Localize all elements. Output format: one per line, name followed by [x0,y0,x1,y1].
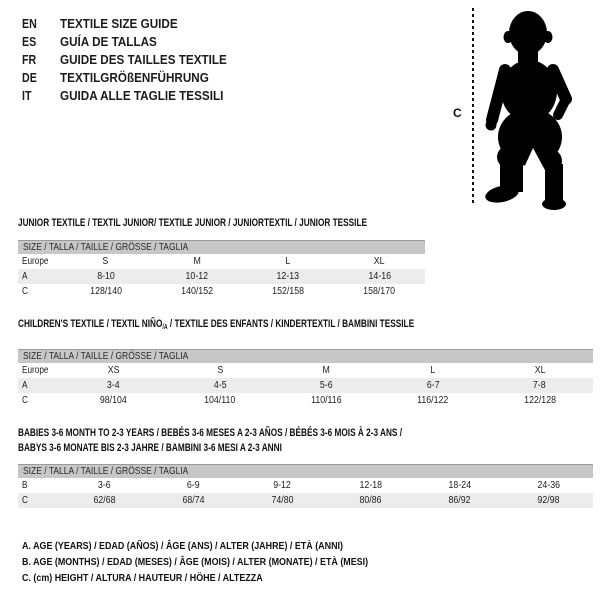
size-header-bar: SIZE / TALLA / TAILLE / GRÖSSE / TAGLIA [18,349,593,363]
table-row: A 8-10 10-12 12-13 14-16 [18,269,425,284]
cell: XL [534,365,546,376]
cell: 98/104 [99,395,127,406]
lang-row-it: IT GUIDA ALLE TAGLIE TESSILI [22,87,245,105]
cell: 152/158 [272,286,305,297]
cell: M [193,256,201,267]
table-row: A 3-4 4-5 5-6 6-7 7-8 [18,378,593,393]
row-label: A [22,380,28,391]
junior-title: JUNIOR TEXTILE / TEXTIL JUNIOR/ TEXTILE … [18,217,367,229]
height-measure-label: C [453,106,462,120]
cell: 158/170 [363,286,396,297]
lang-label: GUIDE DES TAILLES TEXTILE [60,52,227,67]
table-row: C 62/68 68/74 74/80 80/86 86/92 92/98 [18,493,593,508]
cell: XS [107,365,120,376]
cell: 12-13 [276,271,300,282]
footnotes: A. AGE (YEARS) / EDAD (AÑOS) / ÂGE (ANS)… [22,538,429,586]
cell: L [285,256,291,267]
cell: 24-36 [537,480,560,491]
cell: L [430,365,436,376]
lang-label: TEXTILGRÖßENFÜHRUNG [60,70,209,85]
lang-row-de: DE TEXTILGRÖßENFÜHRUNG [22,69,245,87]
cell: 6-7 [426,380,440,391]
row-label: C [22,395,28,406]
cell: 80/86 [359,495,382,506]
table-row: Europe XS S M L XL [18,363,593,378]
junior-table: Europe S M L XL A 8-10 10-12 12-13 14-16… [18,254,425,299]
lang-code: FR [22,52,37,67]
table-row: C 128/140 140/152 152/158 158/170 [18,284,425,299]
cell: M [322,365,331,376]
cell: 10-12 [185,271,209,282]
cell: 18-24 [448,480,471,491]
language-legend: EN TEXTILE SIZE GUIDE ES GUÍA DE TALLAS … [22,15,245,105]
babies-table: B 3-6 6-9 9-12 12-18 18-24 24-36 C 62/68… [18,478,593,508]
height-dotted-line [472,8,474,206]
cell: 3-4 [106,380,120,391]
row-label: C [22,495,28,506]
footnote-a: A. AGE (YEARS) / EDAD (AÑOS) / ÂGE (ANS)… [22,540,343,552]
lang-label: GUÍA DE TALLAS [60,34,157,49]
cell: 9-12 [273,480,291,491]
cell: 140/152 [180,286,213,297]
lang-code: DE [22,70,37,85]
children-title: CHILDREN'S TEXTILE / TEXTIL NIÑO/A / TEX… [18,318,415,331]
row-label: B [22,480,28,491]
lang-row-fr: FR GUIDE DES TAILLES TEXTILE [22,51,245,69]
cell: 116/122 [417,395,449,406]
lang-row-en: EN TEXTILE SIZE GUIDE [22,15,245,33]
babies-title-line1: BABIES 3-6 MONTH TO 2-3 YEARS / BEBÉS 3-… [18,427,403,439]
lang-code: EN [22,16,37,31]
cell: 122/128 [523,395,556,406]
cell: 14-16 [368,271,391,282]
cell: 110/116 [311,395,342,406]
cell: 86/92 [448,495,471,506]
cell: S [216,365,223,376]
children-section: CHILDREN'S TEXTILE / TEXTIL NIÑO/A / TEX… [18,318,593,408]
cell: S [102,256,109,267]
row-label: Europe [22,365,49,376]
lang-code: ES [22,34,37,49]
lang-row-es: ES GUÍA DE TALLAS [22,33,245,51]
row-label: Europe [22,256,49,267]
row-label: C [22,286,28,297]
cell: 68/74 [182,495,205,506]
table-row: B 3-6 6-9 9-12 12-18 18-24 24-36 [18,478,593,493]
cell: 104/110 [204,395,236,406]
cell: 6-9 [186,480,200,491]
babies-title-line2: BABYS 3-6 MONATE BIS 2-3 JAHRE / BAMBINI… [18,442,282,454]
babies-section: BABIES 3-6 MONTH TO 2-3 YEARS / BEBÉS 3-… [18,426,593,508]
baby-silhouette-icon [485,11,572,210]
cell: 62/68 [93,495,116,506]
table-row: Europe S M L XL [18,254,425,269]
cell: 8-10 [96,271,115,282]
cell: 12-18 [359,480,383,491]
cell: 5-6 [320,380,333,391]
cell: XL [373,256,385,267]
row-label: A [22,271,28,282]
lang-code: IT [22,88,32,103]
table-row: C 98/104 104/110 110/116 116/122 122/128 [18,393,593,408]
cell: 128/140 [89,286,122,297]
cell: 7-8 [533,380,547,391]
cell: 74/80 [271,495,294,506]
size-header-bar: SIZE / TALLA / TAILLE / GRÖSSE / TAGLIA [18,240,425,254]
lang-label: GUIDA ALLE TAGLIE TESSILI [60,88,224,103]
footnote-b: B. AGE (MONTHS) / EDAD (MESES) / ÂGE (MO… [22,556,369,568]
cell: 3-6 [98,480,111,491]
lang-label: TEXTILE SIZE GUIDE [60,16,178,31]
title-subscript: /A [162,324,168,331]
cell: 92/98 [537,495,560,506]
footnote-c: C. (cm) HEIGHT / ALTURA / HAUTEUR / HÖHE… [22,572,263,584]
children-table: Europe XS S M L XL A 3-4 4-5 5-6 6-7 7-8… [18,363,593,408]
junior-section: JUNIOR TEXTILE / TEXTIL JUNIOR/ TEXTILE … [18,217,425,299]
cell: 4-5 [213,380,227,391]
size-header-bar: SIZE / TALLA / TAILLE / GRÖSSE / TAGLIA [18,464,593,478]
